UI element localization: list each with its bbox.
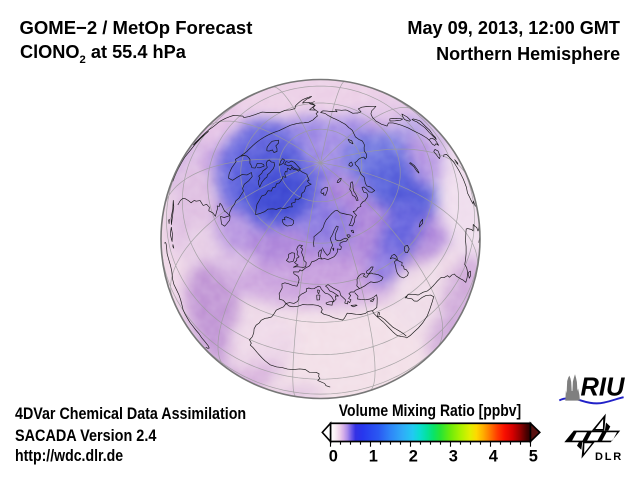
svg-text:1: 1 xyxy=(369,448,378,466)
svg-text:2: 2 xyxy=(409,448,418,466)
svg-text:DLR: DLR xyxy=(595,451,623,463)
svg-text:RIU: RIU xyxy=(581,374,626,402)
svg-text:4: 4 xyxy=(489,448,499,466)
svg-text:0: 0 xyxy=(329,448,338,466)
svg-text:5: 5 xyxy=(529,448,538,466)
svg-text:3: 3 xyxy=(449,448,458,466)
